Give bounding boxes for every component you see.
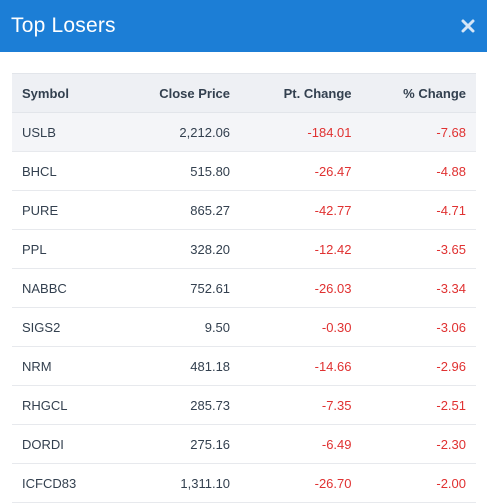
table-row[interactable]: PPL 328.20 -12.42 -3.65 (12, 229, 476, 269)
cell-pct-change: -2.51 (361, 385, 476, 425)
column-header-close-price[interactable]: Close Price (114, 73, 241, 113)
close-icon[interactable] (457, 15, 479, 37)
cell-pct-change: -3.06 (361, 307, 476, 347)
cell-pt-change: -12.42 (240, 229, 362, 269)
cell-close-price: 481.18 (114, 346, 241, 386)
column-header-pt-change[interactable]: Pt. Change (240, 73, 362, 113)
cell-close-price: 328.20 (114, 229, 241, 269)
table-row[interactable]: NRM 481.18 -14.66 -2.96 (12, 346, 476, 386)
cell-pct-change: -3.34 (361, 268, 476, 308)
modal-title: Top Losers (11, 14, 116, 37)
cell-close-price: 865.27 (114, 190, 241, 230)
losers-table-container: Symbol Close Price Pt. Change % Change U… (12, 73, 476, 503)
cell-close-price: 752.61 (114, 268, 241, 308)
cell-pct-change: -7.68 (361, 112, 476, 152)
cell-pt-change: -0.30 (240, 307, 362, 347)
cell-pct-change: -2.00 (361, 463, 476, 503)
cell-pt-change: -42.77 (240, 190, 362, 230)
cell-symbol[interactable]: NRM (12, 346, 115, 386)
cell-symbol[interactable]: PURE (12, 190, 115, 230)
table-row[interactable]: RHGCL 285.73 -7.35 -2.51 (12, 385, 476, 425)
table-row[interactable]: PURE 865.27 -42.77 -4.71 (12, 190, 476, 230)
cell-close-price: 2,212.06 (114, 112, 241, 152)
table-row[interactable]: DORDI 275.16 -6.49 -2.30 (12, 424, 476, 464)
cell-pct-change: -4.88 (361, 151, 476, 191)
cell-pt-change: -6.49 (240, 424, 362, 464)
cell-close-price: 275.16 (114, 424, 241, 464)
table-row[interactable]: USLB 2,212.06 -184.01 -7.68 (12, 112, 476, 152)
cell-pct-change: -3.65 (361, 229, 476, 269)
cell-symbol[interactable]: RHGCL (12, 385, 115, 425)
cell-pt-change: -26.03 (240, 268, 362, 308)
close-icon-glyph (461, 19, 475, 33)
cell-symbol[interactable]: DORDI (12, 424, 115, 464)
table-row[interactable]: SIGS2 9.50 -0.30 -3.06 (12, 307, 476, 347)
losers-table: Symbol Close Price Pt. Change % Change U… (12, 73, 476, 503)
cell-pct-change: -4.71 (361, 190, 476, 230)
column-header-symbol[interactable]: Symbol (12, 73, 115, 113)
cell-pt-change: -184.01 (240, 112, 362, 152)
cell-pct-change: -2.96 (361, 346, 476, 386)
cell-close-price: 515.80 (114, 151, 241, 191)
modal-header: Top Losers (0, 0, 487, 52)
table-header-row: Symbol Close Price Pt. Change % Change (12, 73, 476, 113)
cell-symbol[interactable]: BHCL (12, 151, 115, 191)
cell-symbol[interactable]: NABBC (12, 268, 115, 308)
table-row[interactable]: NABBC 752.61 -26.03 -3.34 (12, 268, 476, 308)
cell-symbol[interactable]: PPL (12, 229, 115, 269)
table-row[interactable]: BHCL 515.80 -26.47 -4.88 (12, 151, 476, 191)
cell-pt-change: -14.66 (240, 346, 362, 386)
cell-symbol[interactable]: USLB (12, 112, 115, 152)
cell-symbol[interactable]: SIGS2 (12, 307, 115, 347)
cell-symbol[interactable]: ICFCD83 (12, 463, 115, 503)
cell-close-price: 9.50 (114, 307, 241, 347)
cell-close-price: 285.73 (114, 385, 241, 425)
column-header-pct-change[interactable]: % Change (361, 73, 476, 113)
cell-pt-change: -26.47 (240, 151, 362, 191)
cell-pct-change: -2.30 (361, 424, 476, 464)
cell-pt-change: -7.35 (240, 385, 362, 425)
